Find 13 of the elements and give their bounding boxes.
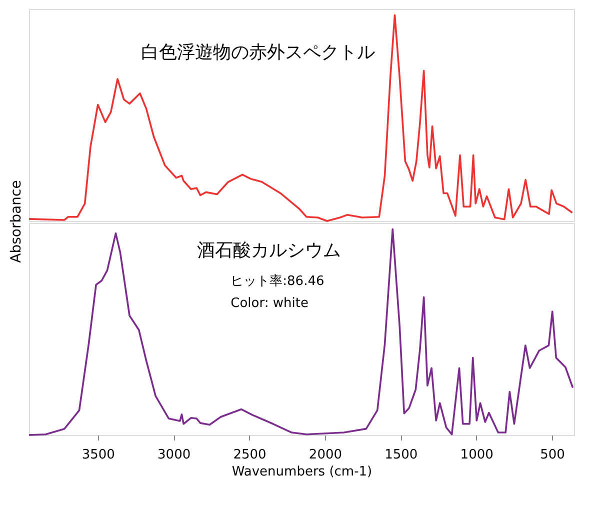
x-tick-label: 2500 <box>233 448 266 462</box>
x-axis-title: Wavenumbers (cm-1) <box>232 464 372 480</box>
x-tick-label: 2000 <box>308 448 342 462</box>
x-tick-label: 500 <box>540 448 565 462</box>
x-tick-label: 3500 <box>82 448 115 462</box>
annotation: 酒石酸カルシウム <box>196 240 341 261</box>
annotation: 白色浮遊物の赤外スペクトル <box>140 42 375 63</box>
x-tick-label: 1000 <box>460 448 494 462</box>
annotation: Color: white <box>230 296 308 311</box>
y-axis-title: Absorbance <box>8 180 24 263</box>
x-tick-label: 3000 <box>158 448 191 462</box>
x-tick-label: 1500 <box>384 448 418 462</box>
annotation: ヒット率:86.46 <box>230 273 324 289</box>
